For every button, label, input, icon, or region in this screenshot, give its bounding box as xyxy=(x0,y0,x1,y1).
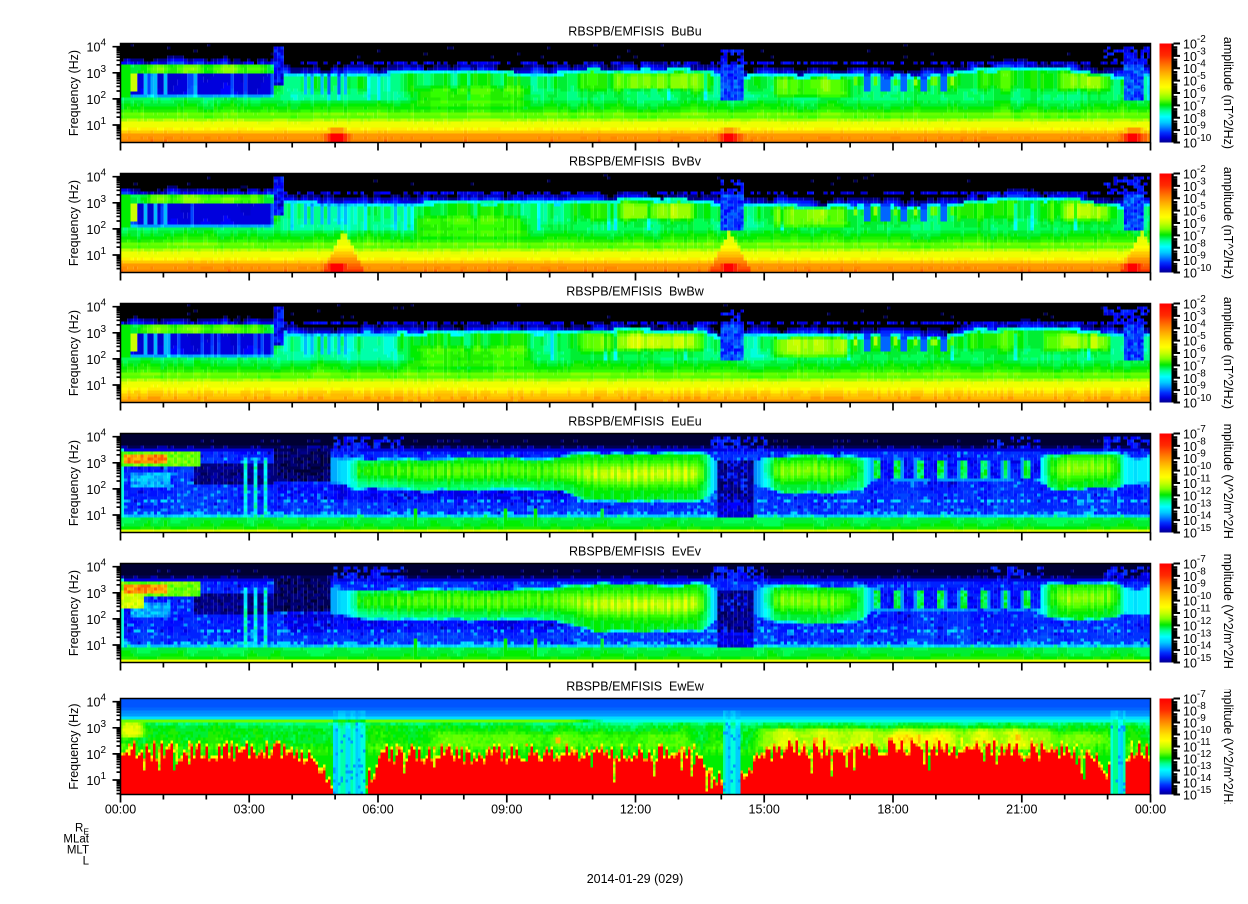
svg-text:amplitude (V^2/m^2/Hz): amplitude (V^2/m^2/Hz) xyxy=(1221,680,1235,813)
svg-text:Frequency (Hz): Frequency (Hz) xyxy=(67,570,81,656)
svg-text:MLT: MLT xyxy=(67,845,89,857)
svg-text:Frequency (Hz): Frequency (Hz) xyxy=(67,310,81,396)
svg-text:12:00: 12:00 xyxy=(620,803,651,817)
svg-text:MLat: MLat xyxy=(63,834,89,846)
svg-text:18:00: 18:00 xyxy=(877,803,908,817)
svg-text:RBSPB/EMFISIS EuEu: RBSPB/EMFISIS EuEu xyxy=(568,414,701,428)
svg-text:Frequency (Hz): Frequency (Hz) xyxy=(67,703,81,789)
svg-text:amplitude (V^2/m^2/Hz): amplitude (V^2/m^2/Hz) xyxy=(1221,547,1235,680)
svg-text:RBSPB/EMFISIS EvEv: RBSPB/EMFISIS EvEv xyxy=(569,544,702,558)
svg-text:00:00: 00:00 xyxy=(1135,803,1166,817)
svg-text:amplitude (nT^2/Hz): amplitude (nT^2/Hz) xyxy=(1221,297,1235,409)
svg-text:L: L xyxy=(83,856,90,868)
svg-text:09:00: 09:00 xyxy=(491,803,522,817)
svg-text:06:00: 06:00 xyxy=(362,803,393,817)
svg-text:amplitude (nT^2/Hz): amplitude (nT^2/Hz) xyxy=(1221,167,1235,279)
svg-text:03:00: 03:00 xyxy=(234,803,265,817)
svg-text:Frequency (Hz): Frequency (Hz) xyxy=(67,180,81,266)
svg-text:00:00: 00:00 xyxy=(105,803,136,817)
svg-text:2014-01-29 (029): 2014-01-29 (029) xyxy=(587,872,684,886)
svg-text:amplitude (nT^2/Hz): amplitude (nT^2/Hz) xyxy=(1221,37,1235,149)
svg-text:RBSPB/EMFISIS BwBw: RBSPB/EMFISIS BwBw xyxy=(566,284,705,298)
svg-text:21:00: 21:00 xyxy=(1006,803,1037,817)
svg-text:Frequency (Hz): Frequency (Hz) xyxy=(67,50,81,136)
svg-text:15:00: 15:00 xyxy=(749,803,780,817)
svg-text:RBSPB/EMFISIS BuBu: RBSPB/EMFISIS BuBu xyxy=(568,24,701,38)
svg-text:RE: RE xyxy=(75,823,89,837)
svg-text:amplitude (V^2/m^2/Hz): amplitude (V^2/m^2/Hz) xyxy=(1221,417,1235,550)
svg-text:Frequency (Hz): Frequency (Hz) xyxy=(67,440,81,526)
svg-text:RBSPB/EMFISIS BvBv: RBSPB/EMFISIS BvBv xyxy=(569,154,702,168)
svg-text:RBSPB/EMFISIS EwEw: RBSPB/EMFISIS EwEw xyxy=(566,679,705,693)
